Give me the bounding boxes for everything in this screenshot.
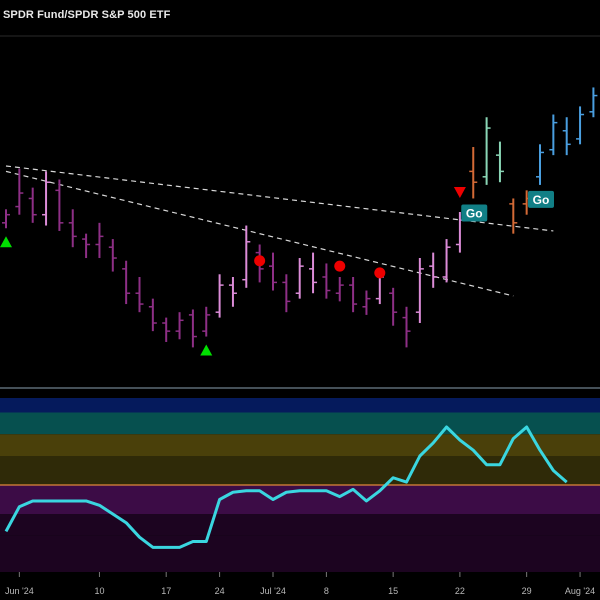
ohlc-bar: [108, 239, 117, 272]
oscillator-band: [0, 456, 600, 485]
red-dot-marker: [374, 267, 386, 279]
go-badge: Go: [461, 204, 488, 222]
go-badge-label: Go: [466, 206, 483, 220]
ohlc-bar: [509, 198, 518, 234]
oscillator-line: [4, 425, 568, 549]
ohlc-bar: [28, 187, 37, 223]
ohlc-bar: [135, 276, 144, 313]
oscillator-band: [0, 535, 600, 572]
oscillator-panel: [0, 398, 600, 572]
oscillator-band: [0, 514, 600, 536]
ohlc-bar: [309, 252, 318, 294]
oscillator-band: [0, 398, 600, 413]
ohlc-bar: [15, 168, 24, 215]
ohlc-bar: [536, 144, 544, 185]
x-tick-label: Jun '24: [5, 586, 34, 596]
ohlc-bar: [55, 179, 64, 231]
ohlc-bar: [362, 290, 371, 315]
ohlc-bar: [188, 309, 197, 348]
ohlc-bar: [202, 306, 211, 337]
ohlc-bar: [295, 258, 304, 299]
ohlc-bar: [429, 252, 438, 288]
ohlc-bar: [495, 141, 504, 183]
ohlc-bar: [175, 312, 184, 340]
x-tick-label: 24: [215, 586, 225, 596]
x-tick-label: 10: [94, 586, 104, 596]
ohlc-bar: [402, 306, 411, 348]
ohlc-bar: [576, 106, 585, 145]
red-dot-marker: [254, 255, 266, 267]
oscillator-band: [0, 412, 600, 435]
ohlc-bar: [148, 298, 157, 332]
ohlc-bar: [469, 147, 478, 199]
ohlc-bar: [282, 274, 291, 313]
x-axis: Jun '24 10 17 24 Jul '24 8 15 22 29 Aug '24: [5, 572, 595, 596]
up-triangle-icon: [200, 344, 213, 356]
ohlc-bar: [82, 233, 91, 259]
x-tick-label: Jul '24: [260, 586, 286, 596]
up-triangle-icon: [0, 236, 12, 248]
price-panel: Go Go: [0, 35, 600, 356]
ohlc-bar: [242, 225, 251, 288]
x-tick-label: 22: [455, 586, 465, 596]
go-badge-label: Go: [533, 193, 550, 207]
oscillator-band: [0, 434, 600, 456]
ohlc-bar: [482, 117, 491, 185]
ohlc-bar: [2, 209, 10, 229]
ohlc-bar: [162, 317, 171, 342]
ohlc-bar: [442, 239, 451, 283]
red-dot-marker: [334, 260, 346, 272]
x-tick-label: 29: [522, 586, 532, 596]
ohlc-bar: [122, 260, 131, 305]
x-tick-label: 15: [388, 586, 398, 596]
ohlc-bar: [335, 276, 344, 302]
ohlc-bar: [549, 114, 558, 156]
ohlc-bar: [349, 276, 358, 313]
down-triangle-icon: [453, 187, 466, 198]
trendline-2: [5, 170, 514, 297]
x-tick-label: Aug '24: [565, 586, 595, 596]
ohlc-bar: [269, 252, 277, 291]
ohlc-bar: [228, 276, 237, 307]
x-tick-label: 8: [324, 586, 329, 596]
ohlc-bar: [322, 263, 331, 299]
chart-title: SPDR Fund/SPDR S&P 500 ETF: [3, 9, 171, 21]
ohlc-bar: [215, 274, 224, 318]
ohlc-bar: [562, 117, 571, 156]
ohlc-bar: [389, 287, 398, 326]
ohlc-bar: [68, 209, 77, 248]
ohlc-bar: [95, 222, 104, 259]
ohlc-bar: [589, 87, 598, 118]
go-badge: Go: [528, 190, 554, 208]
ohlc-bar: [42, 171, 51, 226]
x-tick-label: 17: [161, 586, 171, 596]
ohlc-bar: [415, 258, 424, 324]
